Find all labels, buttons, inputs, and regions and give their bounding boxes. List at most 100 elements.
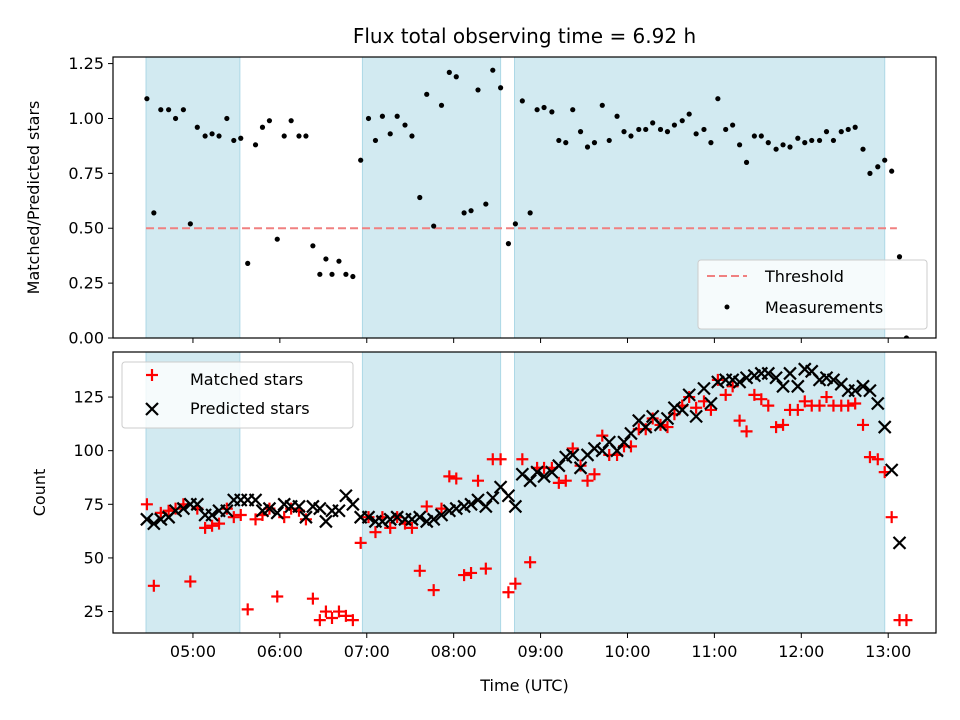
y-tick-label: 1.25 bbox=[68, 54, 104, 73]
measurement-point bbox=[310, 243, 316, 249]
matched-star-point bbox=[885, 511, 898, 524]
measurement-point bbox=[780, 142, 786, 148]
bottom-shaded-bands bbox=[145, 351, 886, 634]
measurement-point bbox=[903, 335, 910, 338]
predicted-star-point bbox=[346, 497, 360, 512]
bottom-axes-frame bbox=[112, 351, 937, 634]
measurement-point bbox=[166, 107, 172, 113]
measurement-point bbox=[519, 98, 525, 104]
top-legend-box bbox=[697, 259, 928, 330]
measurement-point bbox=[723, 126, 729, 133]
predicted-star-point bbox=[390, 510, 404, 524]
measurement-point bbox=[802, 140, 808, 146]
predicted-star-point bbox=[863, 383, 877, 398]
predicted-star-point bbox=[537, 469, 551, 484]
measurement-point bbox=[795, 135, 801, 141]
matched-stars-series bbox=[140, 373, 913, 627]
matched-star-point bbox=[413, 564, 426, 577]
matched-star-point bbox=[683, 391, 696, 404]
measurement-point bbox=[541, 104, 547, 111]
measurement-point bbox=[889, 168, 895, 174]
predicted-star-point bbox=[176, 501, 191, 516]
predicted-star-point bbox=[783, 366, 797, 381]
predicted-star-point bbox=[739, 370, 754, 385]
measurement-point bbox=[490, 67, 496, 73]
x-tick-label: 11:00 bbox=[691, 642, 737, 661]
matched-star-point bbox=[369, 526, 382, 539]
matched-star-point bbox=[596, 429, 609, 442]
measurement-point bbox=[431, 223, 437, 229]
matched-star-point bbox=[169, 502, 182, 515]
measurement-point bbox=[498, 85, 504, 91]
matched-star-point bbox=[813, 399, 826, 412]
predicted-star-point bbox=[501, 488, 516, 503]
predicted-star-point bbox=[434, 508, 449, 522]
measurement-point bbox=[259, 124, 266, 130]
matched-star-point bbox=[762, 399, 775, 412]
matched-star-point bbox=[199, 521, 212, 534]
matched-star-point bbox=[354, 536, 367, 549]
predicted-star-point bbox=[319, 514, 333, 529]
measurement-point bbox=[358, 157, 364, 163]
measurement-point bbox=[144, 96, 150, 102]
y-tick-label: 0.50 bbox=[68, 219, 104, 238]
matched-star-point bbox=[249, 513, 262, 526]
measurement-point bbox=[303, 133, 309, 139]
measurement-point bbox=[751, 133, 757, 139]
y-tick-label: 75 bbox=[84, 495, 104, 514]
predicted-star-point bbox=[299, 510, 313, 524]
predicted-star-point bbox=[732, 375, 747, 389]
measurement-point bbox=[896, 254, 903, 260]
predicted-star-point bbox=[508, 499, 523, 514]
matched-star-point bbox=[494, 453, 507, 466]
matched-star-point bbox=[524, 556, 537, 569]
matched-star-point bbox=[755, 393, 768, 406]
predicted-star-point bbox=[711, 375, 725, 389]
measurement-point bbox=[845, 126, 851, 133]
predicted-star-point bbox=[697, 381, 711, 396]
measurement-point bbox=[549, 109, 555, 115]
matched-star-point bbox=[313, 614, 326, 627]
predicted-star-point bbox=[870, 396, 885, 411]
measurement-point bbox=[882, 157, 888, 163]
predicted-star-point bbox=[426, 512, 441, 527]
matched-star-point bbox=[740, 425, 753, 438]
measurement-point bbox=[743, 159, 750, 165]
measurement-point bbox=[180, 107, 186, 113]
predicted-star-point bbox=[587, 441, 602, 456]
measurement-point bbox=[556, 137, 562, 144]
measurement-point bbox=[394, 113, 400, 119]
y-tick-label: 125 bbox=[73, 388, 104, 407]
measurement-point bbox=[758, 133, 764, 139]
measurement-point bbox=[224, 115, 230, 122]
predicted-star-point bbox=[248, 493, 263, 507]
measurement-point bbox=[730, 122, 736, 128]
top-legend: Threshold Measurements bbox=[697, 259, 928, 330]
predicted-star-point bbox=[667, 400, 682, 415]
matched-star-point bbox=[220, 502, 233, 515]
measurement-point bbox=[664, 129, 671, 135]
predicted-star-point bbox=[610, 443, 624, 458]
matched-star-point bbox=[306, 592, 319, 605]
predicted-star-point bbox=[791, 379, 805, 394]
matched-star-point bbox=[748, 388, 761, 401]
measurement-point bbox=[534, 107, 540, 113]
measurement-point bbox=[708, 140, 714, 146]
measurement-point bbox=[679, 118, 685, 124]
x-tick-label: 05:00 bbox=[170, 642, 216, 661]
bottom-legend-box bbox=[121, 361, 354, 429]
shaded-band bbox=[145, 56, 241, 339]
measurement-point bbox=[379, 113, 386, 119]
measurement-point bbox=[409, 133, 415, 139]
y-tick-label: 50 bbox=[84, 548, 104, 567]
predicted-star-point bbox=[530, 465, 544, 479]
matched-star-point bbox=[443, 470, 456, 483]
predicted-star-point bbox=[761, 366, 776, 381]
measurement-point bbox=[402, 122, 408, 128]
measurement-point bbox=[483, 201, 489, 207]
bottom-x-ticks: 05:00 06:00 07:00 08:00 09:00 10:00 11:00 12:00… bbox=[170, 633, 911, 661]
measurement-point bbox=[172, 115, 179, 122]
matched-star-point bbox=[798, 395, 811, 408]
chart-title: Flux total observing time = 6.92 h bbox=[353, 24, 696, 48]
